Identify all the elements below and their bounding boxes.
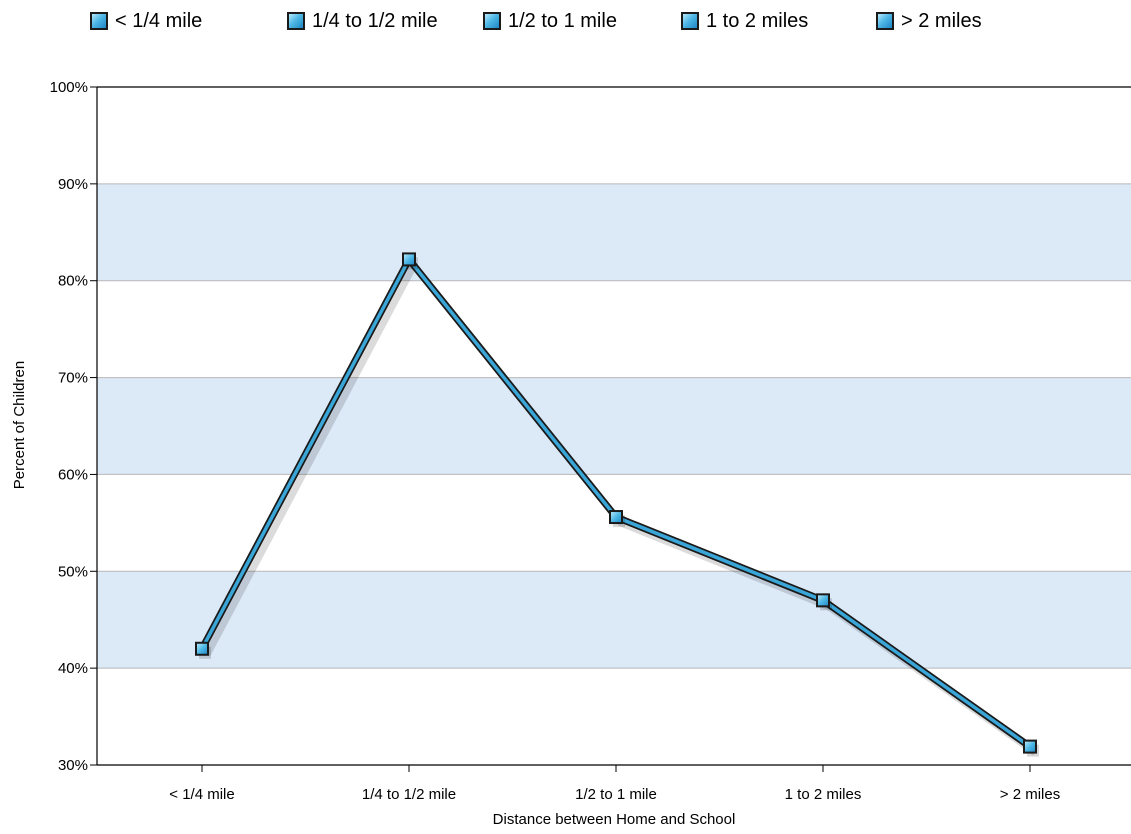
x-axis-ticks: < 1/4 mile 1/4 to 1/2 mile 1/2 to 1 mile 1 … — [169, 765, 1060, 803]
data-point-marker — [402, 252, 416, 267]
plot-band — [97, 377, 1131, 475]
legend-swatch-icon — [681, 12, 699, 30]
plot-bands — [97, 183, 1131, 669]
x-tick-label: 1/4 to 1/2 mile — [362, 786, 456, 803]
legend-label: 1 to 2 miles — [706, 9, 809, 32]
plot-band — [97, 571, 1131, 669]
x-tick-label: < 1/4 mile — [169, 786, 234, 803]
x-tick-label: > 2 miles — [1000, 786, 1060, 803]
y-tick-label: 50% — [58, 563, 88, 580]
legend-swatch-icon — [287, 12, 305, 30]
y-tick-label: 30% — [58, 757, 88, 774]
x-tick-label: 1/2 to 1 mile — [575, 786, 657, 803]
y-tick-label: 40% — [58, 660, 88, 677]
legend: < 1/4 mile 1/4 to 1/2 mile 1/2 to 1 mile… — [90, 8, 1120, 34]
legend-label: > 2 miles — [901, 9, 982, 32]
y-axis-ticks: 30% 40% 50% 60% 70% 80% 90% 100% — [50, 79, 97, 774]
y-tick-label: 100% — [50, 79, 88, 96]
series-line-outline — [198, 253, 1033, 750]
x-tick-label: 1 to 2 miles — [785, 786, 862, 803]
data-point-marker — [1023, 739, 1037, 754]
series — [195, 252, 1039, 757]
y-tick-label: 80% — [58, 273, 88, 290]
axes — [96, 86, 1131, 766]
legend-item: 1/4 to 1/2 mile — [287, 8, 438, 34]
legend-swatch-icon — [90, 12, 108, 30]
plot-band — [97, 183, 1131, 281]
series-line-shadow — [203, 261, 1038, 756]
legend-label: 1/4 to 1/2 mile — [312, 9, 438, 32]
legend-label: < 1/4 mile — [115, 9, 203, 32]
series-line — [200, 256, 1032, 749]
data-point-marker — [816, 593, 830, 608]
y-tick-label: 60% — [58, 466, 88, 483]
legend-label: 1/2 to 1 mile — [508, 9, 617, 32]
legend-item: 1/2 to 1 mile — [483, 8, 617, 34]
y-tick-label: 70% — [58, 370, 88, 387]
legend-item: > 2 miles — [876, 8, 982, 34]
legend-item: < 1/4 mile — [90, 8, 202, 34]
x-axis-title: Distance between Home and School — [493, 811, 736, 828]
legend-swatch-icon — [876, 12, 894, 30]
gridlines — [97, 183, 1131, 669]
legend-item: 1 to 2 miles — [681, 8, 808, 34]
data-point-marker — [195, 641, 209, 656]
y-axis-title: Percent of Children — [11, 361, 28, 489]
y-tick-label: 90% — [58, 176, 88, 193]
data-point-marker — [609, 510, 623, 525]
legend-swatch-icon — [483, 12, 501, 30]
